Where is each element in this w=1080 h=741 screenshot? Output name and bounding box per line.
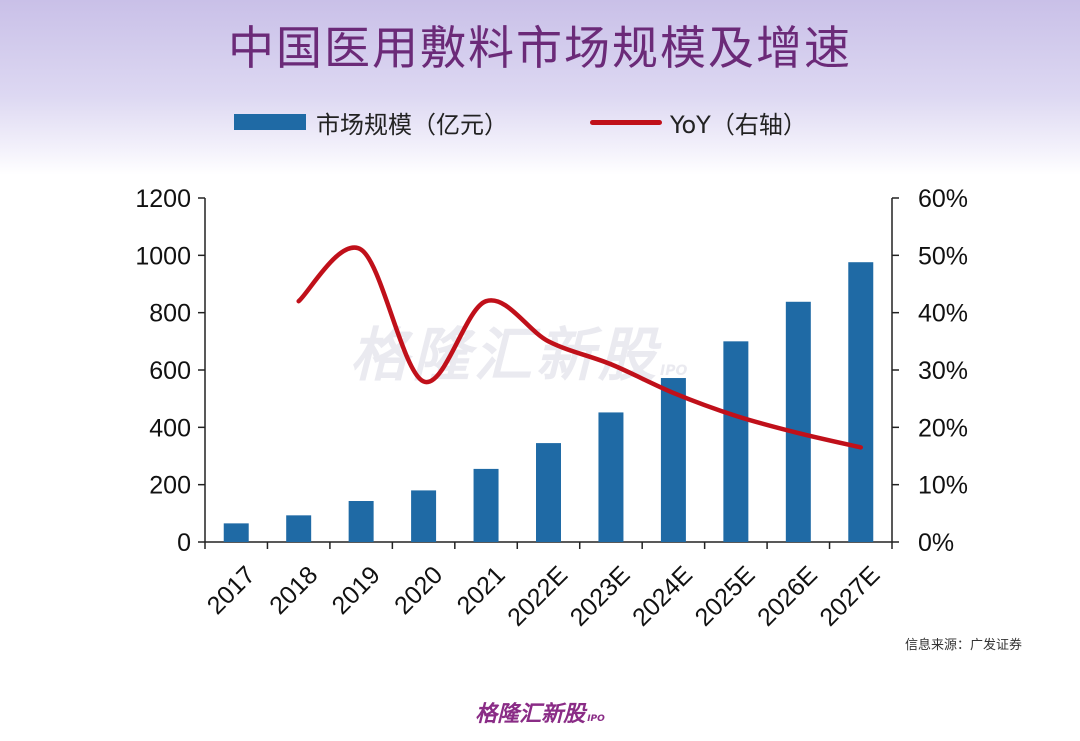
x-category-label: 2025E bbox=[690, 561, 761, 632]
right-tick-label: 0% bbox=[918, 529, 954, 557]
right-tick-label: 30% bbox=[918, 357, 968, 385]
bar bbox=[598, 412, 624, 542]
legend-item-yoy: YoY（右轴） bbox=[590, 104, 807, 140]
left-tick-label: 200 bbox=[149, 472, 191, 500]
bar bbox=[473, 468, 499, 542]
footer-logo: 格隆汇新股 IPO bbox=[0, 696, 1080, 728]
x-category-label: 2019 bbox=[327, 561, 386, 620]
footer-logo-sub: IPO bbox=[587, 714, 605, 724]
bar bbox=[785, 301, 811, 542]
left-tick-label: 1000 bbox=[135, 242, 191, 270]
bar bbox=[286, 515, 312, 542]
chart-title: 中国医用敷料市场规模及增速 bbox=[228, 21, 852, 75]
left-tick-label: 400 bbox=[149, 414, 191, 442]
legend-item-market-size: 市场规模（亿元） bbox=[234, 104, 508, 140]
bar bbox=[848, 262, 874, 542]
legend-line-swatch bbox=[590, 119, 662, 125]
source-note: 信息来源：广发证券 bbox=[904, 638, 1022, 653]
legend-label-market-size: 市场规模（亿元） bbox=[316, 110, 508, 139]
left-tick-label: 800 bbox=[149, 300, 191, 328]
watermark-sub: IPO bbox=[660, 363, 688, 379]
x-category-label: 2020 bbox=[389, 561, 448, 620]
legend-bar-swatch bbox=[234, 114, 306, 130]
yoy-line bbox=[296, 245, 864, 450]
x-category-label: 2018 bbox=[264, 561, 323, 620]
watermark-text: 格隆汇新股 bbox=[350, 321, 661, 389]
left-tick-label: 600 bbox=[149, 357, 191, 385]
x-category-label: 2027E bbox=[814, 561, 885, 632]
x-category-label: 2026E bbox=[752, 561, 823, 632]
right-tick-label: 10% bbox=[918, 472, 968, 500]
x-category-label: 2023E bbox=[565, 561, 636, 632]
left-tick-label: 1200 bbox=[135, 185, 191, 213]
legend-label-yoy: YoY（右轴） bbox=[670, 110, 807, 139]
watermark: 格隆汇新股IPO bbox=[350, 308, 687, 392]
title-banner bbox=[0, 0, 1080, 175]
bar bbox=[223, 523, 249, 542]
x-category-label: 2022E bbox=[502, 561, 573, 632]
x-category-label: 2024E bbox=[627, 561, 698, 632]
x-category-label: 2017 bbox=[202, 561, 261, 620]
bar bbox=[723, 341, 749, 542]
footer-logo-text: 格隆汇新股 bbox=[475, 702, 586, 727]
bar bbox=[411, 490, 437, 542]
right-tick-label: 50% bbox=[918, 242, 968, 270]
right-tick-label: 60% bbox=[918, 185, 968, 213]
right-tick-label: 40% bbox=[918, 300, 968, 328]
bar bbox=[348, 501, 374, 542]
bar bbox=[536, 443, 561, 542]
bar bbox=[660, 378, 686, 542]
left-tick-label: 0 bbox=[177, 529, 191, 557]
right-tick-label: 20% bbox=[918, 414, 968, 442]
